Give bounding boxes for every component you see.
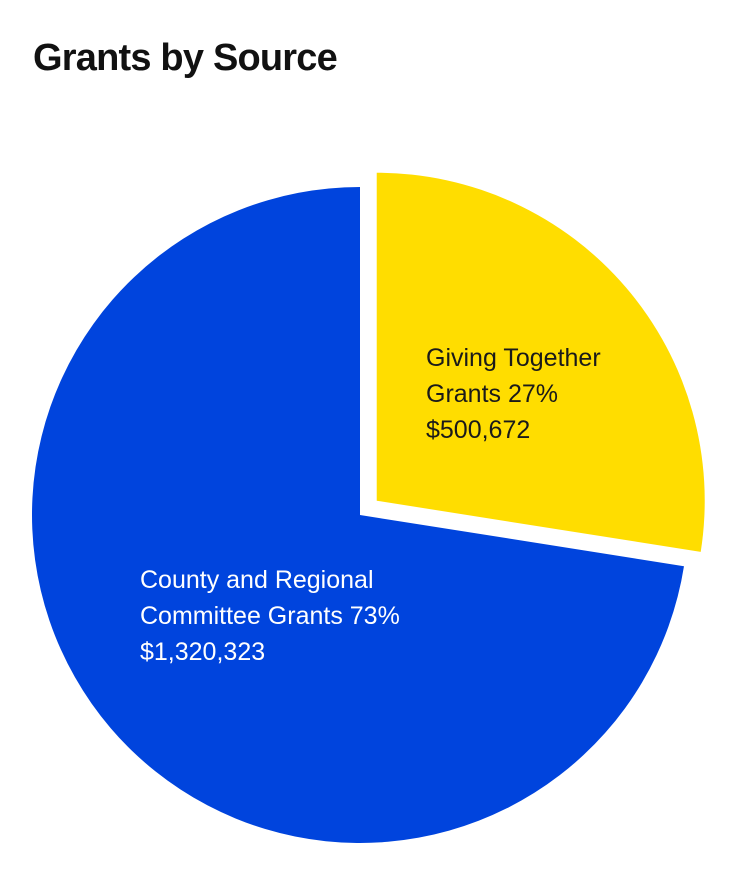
- slice-label-line: $500,672: [426, 416, 530, 444]
- slice-label-line: Committee Grants 73%: [140, 602, 400, 630]
- chart-title: Grants by Source: [33, 37, 338, 79]
- slice-label-line: $1,320,323: [140, 638, 265, 666]
- slice-label-county-regional: County and Regional Committee Grants 73%…: [140, 566, 407, 666]
- slice-label-line: Grants 27%: [426, 380, 558, 408]
- slice-label-line: County and Regional: [140, 566, 374, 594]
- pie-slice-county-regional: [31, 187, 684, 843]
- slice-label-giving-together: Giving Together Grants 27% $500,672: [426, 344, 608, 444]
- slice-label-line: Giving Together: [426, 344, 601, 372]
- pie-slice-giving-together: [376, 172, 705, 552]
